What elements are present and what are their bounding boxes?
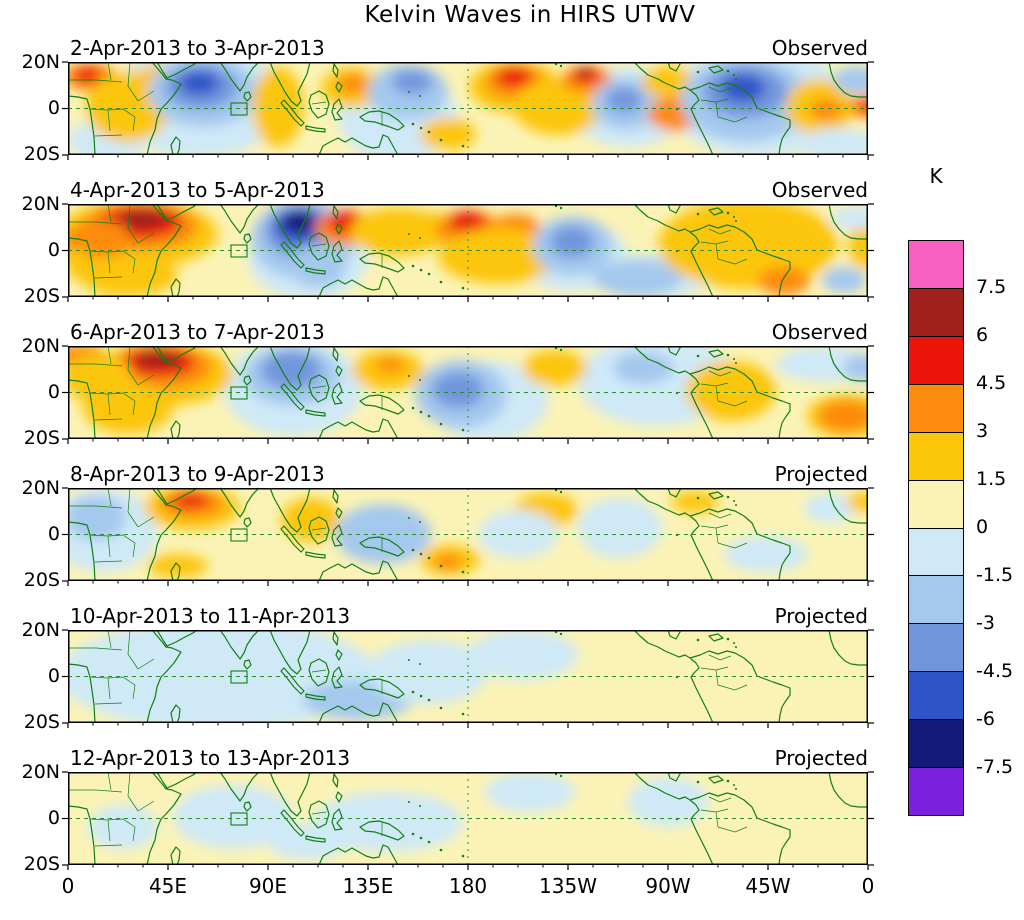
colorbar-tick-label: 4.5 bbox=[976, 372, 1007, 394]
x-tick-label: 90W bbox=[645, 874, 691, 898]
anomaly-map bbox=[62, 203, 874, 302]
x-tick-label: 90E bbox=[248, 874, 288, 898]
colorbar-tick-label: -4.5 bbox=[976, 660, 1014, 682]
panel-source-label: Projected bbox=[774, 462, 868, 486]
y-tick-label: 0 bbox=[47, 665, 60, 687]
colorbar-cell bbox=[909, 431, 963, 480]
colorbar-cell bbox=[909, 479, 963, 528]
colorbar-tick-label: 0 bbox=[976, 516, 989, 538]
colorbar-cell bbox=[909, 527, 963, 576]
x-tick-label: 0 bbox=[61, 874, 75, 898]
x-tick-label: 135E bbox=[342, 874, 394, 898]
colorbar-tick-label: -6 bbox=[976, 708, 995, 730]
panel-source-label: Projected bbox=[774, 746, 868, 770]
colorbar-cell bbox=[909, 241, 963, 288]
panel-source-label: Observed bbox=[771, 36, 868, 60]
panel-source-label: Observed bbox=[771, 320, 868, 344]
map-panel: 6-Apr-2013 to 7-Apr-2013 Observed 20N 0 20… bbox=[0, 320, 1024, 449]
colorbar-cell bbox=[909, 335, 963, 384]
map-panel: 4-Apr-2013 to 5-Apr-2013 Observed 20N 0 20… bbox=[0, 178, 1024, 307]
y-tick-label: 20N bbox=[21, 477, 60, 499]
y-tick-label: 20S bbox=[23, 711, 60, 733]
x-axis: 0 45E 90E 135E 180 135W 90W 45W 0 bbox=[0, 874, 1024, 902]
anomaly-map bbox=[62, 771, 874, 870]
anomaly-map bbox=[62, 345, 874, 444]
y-tick-label: 20N bbox=[21, 51, 60, 73]
panel-date-range: 6-Apr-2013 to 7-Apr-2013 bbox=[70, 320, 325, 344]
map-panel: 2-Apr-2013 to 3-Apr-2013 Observed 20N 0 20… bbox=[0, 36, 1024, 165]
y-tick-label: 20N bbox=[21, 335, 60, 357]
y-tick-label: 20S bbox=[23, 285, 60, 307]
colorbar-tick-label: -1.5 bbox=[976, 564, 1014, 586]
y-tick-label: 0 bbox=[47, 97, 60, 119]
colorbar-cell bbox=[909, 575, 963, 624]
colorbar-cell bbox=[909, 671, 963, 720]
colorbar-tick-label: 3 bbox=[976, 420, 989, 442]
colorbar-title: K bbox=[929, 164, 943, 188]
colorbar-tick-label: -7.5 bbox=[976, 756, 1014, 778]
colorbar-tick-label: 7.5 bbox=[976, 276, 1007, 298]
panel-source-label: Observed bbox=[771, 178, 868, 202]
panel-source-label: Projected bbox=[774, 604, 868, 628]
colorbar bbox=[908, 240, 964, 816]
panel-date-range: 12-Apr-2013 to 13-Apr-2013 bbox=[70, 746, 351, 770]
panel-date-range: 2-Apr-2013 to 3-Apr-2013 bbox=[70, 36, 325, 60]
y-tick-label: 0 bbox=[47, 381, 60, 403]
panel-date-range: 10-Apr-2013 to 11-Apr-2013 bbox=[70, 604, 351, 628]
colorbar-cell bbox=[909, 383, 963, 432]
map-panel: 10-Apr-2013 to 11-Apr-2013 Projected 20N… bbox=[0, 604, 1024, 733]
panel-date-range: 8-Apr-2013 to 9-Apr-2013 bbox=[70, 462, 325, 486]
colorbar-cell bbox=[909, 767, 963, 816]
anomaly-map bbox=[62, 61, 874, 160]
anomaly-map bbox=[62, 487, 874, 586]
y-tick-label: 20S bbox=[23, 427, 60, 449]
y-tick-label: 0 bbox=[47, 523, 60, 545]
x-tick-label: 0 bbox=[861, 874, 875, 898]
y-tick-label: 20S bbox=[23, 569, 60, 591]
y-tick-label: 20S bbox=[23, 853, 60, 875]
x-tick-label: 135W bbox=[539, 874, 597, 898]
colorbar-cell bbox=[909, 287, 963, 336]
map-panel: 12-Apr-2013 to 13-Apr-2013 Projected 20N… bbox=[0, 746, 1024, 875]
y-tick-label: 20N bbox=[21, 761, 60, 783]
panel-date-range: 4-Apr-2013 to 5-Apr-2013 bbox=[70, 178, 325, 202]
colorbar-tick-label: -3 bbox=[976, 612, 995, 634]
y-tick-label: 20N bbox=[21, 619, 60, 641]
figure-title: Kelvin Waves in HIRS UTWV bbox=[364, 2, 696, 28]
colorbar-tick-label: 1.5 bbox=[976, 468, 1007, 490]
colorbar-cell bbox=[909, 719, 963, 768]
colorbar-tick-label: 6 bbox=[976, 324, 989, 346]
y-tick-label: 20N bbox=[21, 193, 60, 215]
y-tick-label: 0 bbox=[47, 239, 60, 261]
x-tick-label: 45E bbox=[148, 874, 188, 898]
x-tick-label: 45W bbox=[745, 874, 791, 898]
y-tick-label: 20S bbox=[23, 143, 60, 165]
map-panel: 8-Apr-2013 to 9-Apr-2013 Projected 20N 0 2… bbox=[0, 462, 1024, 591]
anomaly-map bbox=[62, 629, 874, 728]
x-tick-label: 180 bbox=[448, 874, 488, 898]
colorbar-cell bbox=[909, 623, 963, 672]
y-tick-label: 0 bbox=[47, 807, 60, 829]
